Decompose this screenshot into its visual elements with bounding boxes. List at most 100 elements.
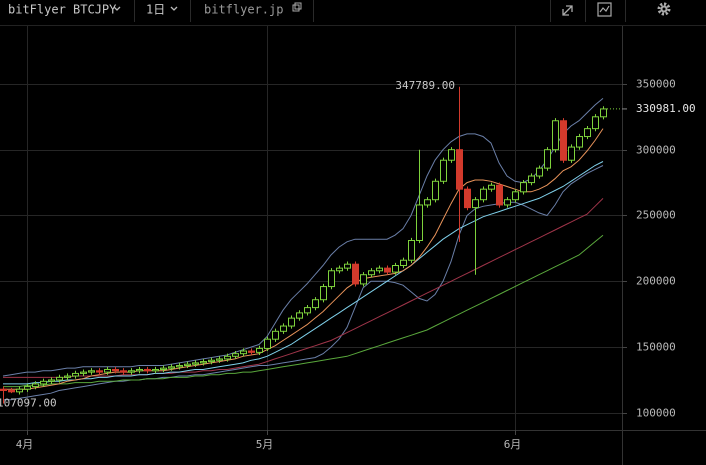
price-annotation: 330981.00 [636,102,696,115]
candle-body [328,270,335,288]
interval-dropdown-icon[interactable] [170,6,178,11]
candle-body [256,347,263,353]
site-link[interactable]: bitflyer.jp [204,3,283,17]
candle-body [560,120,567,161]
candle-body [48,379,55,382]
candle-body [288,317,295,327]
indicator-line [2,98,604,377]
candle-body [104,368,111,373]
candle-body [40,380,47,385]
candle-body [352,263,359,285]
candle-body [24,386,31,390]
candle-body [432,180,439,201]
candle-body [552,120,559,151]
symbol-selector[interactable]: bitFlyer BTCJPY [8,3,117,17]
x-tick-label: 4月 [16,438,34,451]
toolbar: bitFlyer BTCJPY 1日 bitflyer.jp [0,0,706,26]
y-tick-label: 100000 [636,407,676,420]
candle-body [376,267,383,272]
candle-body [200,361,207,364]
x-tick-label: 6月 [504,438,522,451]
indicator-line [3,161,604,385]
indicator-line [3,198,604,378]
candle-body [16,388,23,393]
candle-body [440,159,447,182]
candle-body [472,199,479,209]
price-annotation: 347789.00 [395,79,455,92]
candle-body [184,363,191,367]
candle-body [72,372,79,377]
candle-body [424,199,431,206]
candle-body [176,365,183,368]
candle-body [280,325,287,332]
candle-body [136,368,143,372]
candle-body [120,370,127,373]
candle-body [408,240,415,261]
candle-body [520,182,527,193]
candle-body [416,204,423,242]
y-tick-label: 150000 [636,341,676,354]
candle-body [224,355,231,360]
y-tick-label: 300000 [636,144,676,157]
candle-body [264,338,271,349]
candle-body [160,367,167,370]
candle-body [344,263,351,269]
indicator-line [3,234,604,388]
candle-body [600,108,607,118]
candle-body [8,390,15,393]
candle-body [488,184,495,190]
candle-body [400,259,407,267]
candle-body [336,267,343,272]
candle-body [296,312,303,319]
indicator-button[interactable] [597,2,612,17]
candle-body [304,307,311,314]
candle-body [192,362,199,365]
candle-body [496,184,503,206]
candle-body [144,368,151,372]
candle-body [152,368,159,372]
candle-body [448,149,455,161]
symbol-dropdown-icon[interactable] [113,6,121,11]
candle-body [216,358,223,361]
candle-body [568,146,575,161]
candle-body [392,265,399,273]
price-annotation: 107097.00 [0,397,57,410]
candle-body [248,350,255,353]
candle-body [232,353,239,357]
candle-body [88,370,95,373]
y-tick-label: 200000 [636,275,676,288]
candle-body [96,370,103,373]
axes: 100000 150000 200000 250000 300000 350000 4月 5月… [0,26,706,465]
candle-body [592,116,599,130]
candle-body [32,383,39,388]
candle-body [208,359,215,363]
candle-body [56,376,63,381]
candle-body [536,167,543,177]
fullscreen-button[interactable] [562,5,573,16]
x-tick-label: 5月 [256,438,274,451]
candle-body [80,371,87,374]
settings-button[interactable] [657,2,671,16]
candle-body [576,136,583,148]
candle-body [0,388,7,392]
candle-body [584,128,591,138]
plot-area [0,26,622,430]
candle-body [360,274,367,285]
candle-body [312,299,319,309]
candle-body [480,188,487,201]
candle-body [272,330,279,340]
candle-body [320,286,327,301]
candle-body [504,199,511,206]
candle-body [64,375,71,378]
interval-selector[interactable]: 1日 [146,3,165,17]
candle-body [528,175,535,184]
candle-body [128,370,135,373]
candle-body [112,368,119,372]
candle-body [512,191,519,201]
external-link-icon[interactable] [292,2,302,12]
candle-body [240,350,247,355]
y-tick-label: 350000 [636,78,676,91]
y-tick-label: 250000 [636,209,676,222]
